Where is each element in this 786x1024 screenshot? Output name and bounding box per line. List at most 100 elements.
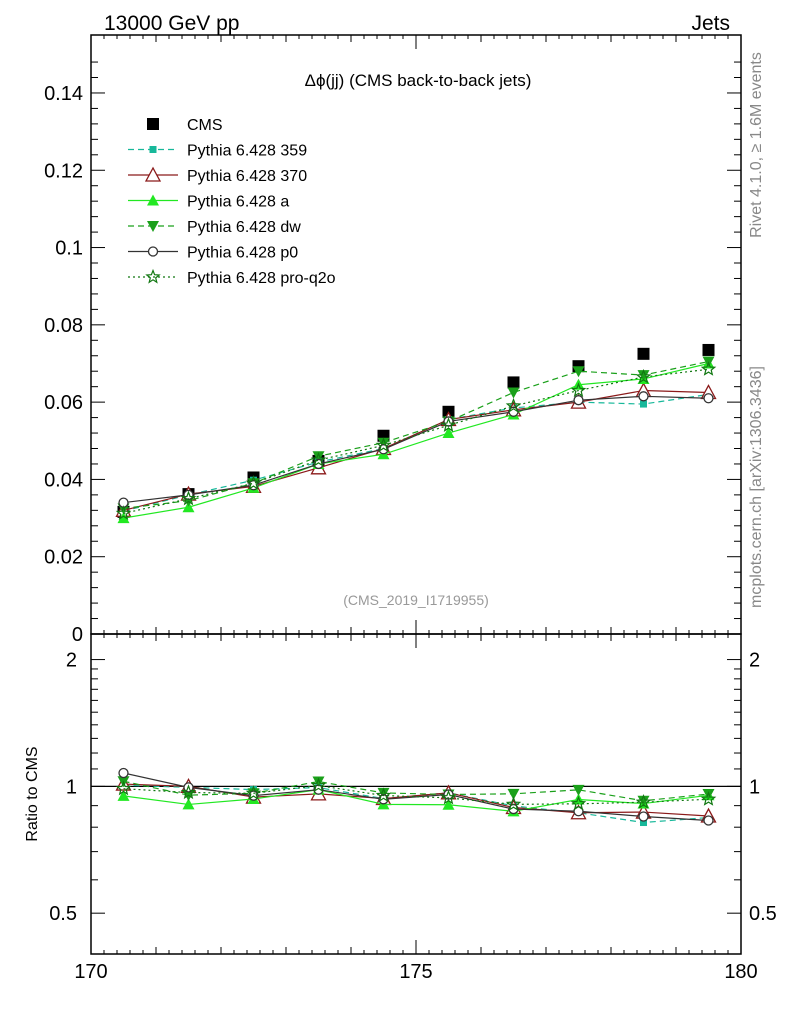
series-5-line xyxy=(123,395,709,504)
ratio-ylabel: Ratio to CMS xyxy=(24,746,41,841)
analysis-id: (CMS_2019_I1719955) xyxy=(343,592,489,608)
x-tick-label: 175 xyxy=(399,961,432,983)
y-tick-label: 0.02 xyxy=(44,547,83,569)
header-energy: 13000 GeV pp xyxy=(104,12,239,35)
series-4-point xyxy=(507,387,520,399)
series-6-ratio-point xyxy=(700,791,717,806)
rivet-label: Rivet 4.1.0, ≥ 1.6M events xyxy=(748,52,765,238)
series-5-ratio-line xyxy=(123,772,709,822)
series-3-point xyxy=(117,512,130,524)
series-3-ratio-point xyxy=(117,789,130,801)
legend-marker-0 xyxy=(147,118,159,130)
series-5-ratio-point xyxy=(638,811,649,822)
series-6-ratio-point xyxy=(115,780,132,796)
series-4-point xyxy=(377,437,390,449)
series-1-line xyxy=(123,393,709,512)
series-3-point xyxy=(182,501,195,513)
series-6-ratio-point xyxy=(375,787,392,803)
ratio-tick-label: 0.5 xyxy=(49,903,77,925)
y-tick-label: 0.12 xyxy=(44,160,83,182)
series-6-ratio-point xyxy=(245,785,262,800)
series-2-line xyxy=(123,389,709,511)
series-6-point xyxy=(245,475,262,490)
series-5-point xyxy=(703,393,714,404)
series-0-point xyxy=(702,343,715,356)
series-4-point xyxy=(637,370,650,382)
series-0-point xyxy=(507,376,520,389)
series-6-point xyxy=(180,490,197,506)
series-3-ratio-point xyxy=(442,798,455,810)
series-5-point xyxy=(313,458,324,470)
series-6-ratio-point xyxy=(440,789,457,805)
series-6-ratio-point xyxy=(570,795,587,811)
legend-label-4: Pythia 6.428 dw xyxy=(187,219,301,236)
series-6-point xyxy=(505,397,522,413)
series-5-ratio-point xyxy=(703,815,714,826)
series-0-point xyxy=(637,347,650,360)
series-4-point xyxy=(572,366,585,378)
series-4-ratio-point xyxy=(507,788,520,800)
ratio-tick-label-right: 1 xyxy=(749,776,760,798)
series-5-point xyxy=(378,444,389,455)
series-5-point xyxy=(573,395,584,406)
x-tick-label: 180 xyxy=(724,961,757,983)
series-6-point xyxy=(570,382,587,398)
series-4-ratio-point xyxy=(377,787,390,799)
legend-label-0: CMS xyxy=(187,117,223,134)
y-tick-label: 0.06 xyxy=(44,392,83,414)
series-6-point xyxy=(635,368,652,384)
legend-label-1: Pythia 6.428 359 xyxy=(187,143,307,160)
series-6-point xyxy=(440,417,457,432)
series-2-ratio-line xyxy=(123,783,709,817)
legend: CMS Pythia 6.428 359 Pythia 6.428 370 Pythi… xyxy=(128,117,336,287)
series-6-point xyxy=(375,437,392,453)
series-4-line xyxy=(123,360,709,509)
legend-marker-1 xyxy=(149,146,157,153)
legend-label-6: Pythia 6.428 pro-q2o xyxy=(187,270,336,287)
series-4-ratio-line xyxy=(123,780,709,802)
series-4-ratio-point xyxy=(637,795,650,807)
series-3-ratio-line xyxy=(123,789,709,812)
series-6-line xyxy=(123,368,709,515)
legend-label-3: Pythia 6.428 a xyxy=(187,194,289,211)
series-4-ratio-point xyxy=(572,784,585,796)
legend-marker-5 xyxy=(147,246,159,257)
series-3-point xyxy=(442,427,455,439)
legend-marker-4 xyxy=(147,221,159,232)
series-4-point xyxy=(312,451,325,463)
main-series xyxy=(115,343,717,524)
ratio-tick-label: 1 xyxy=(66,776,77,798)
y-tick-label: 0.14 xyxy=(44,83,83,105)
series-1-ratio-point xyxy=(640,819,647,827)
series-6-point xyxy=(310,451,327,467)
ratio-tick-label-right: 2 xyxy=(749,650,760,672)
series-6-ratio-point xyxy=(310,777,327,793)
ratio-tick-label: 2 xyxy=(66,650,77,672)
x-tick-label: 170 xyxy=(74,961,107,983)
mcplots-label: mcplots.cern.ch [arXiv:1306.3436] xyxy=(748,366,765,608)
series-4-ratio-point xyxy=(312,776,325,788)
y-tick-label: 0 xyxy=(72,624,83,646)
legend-marker-2 xyxy=(144,166,162,182)
series-6-ratio-point xyxy=(180,784,197,800)
series-6-ratio-point xyxy=(505,796,522,811)
y-tick-label: 0.04 xyxy=(44,469,83,491)
legend-marker-6 xyxy=(145,268,161,284)
chart-title: Δϕ(jj) (CMS back-to-back jets) xyxy=(305,71,532,90)
axes: 170 175 180 0 0.02 0.04 0.06 0.08 0.1 0.12 0.14 0.5… xyxy=(44,35,777,983)
series-1-point xyxy=(640,400,647,408)
legend-marker-3 xyxy=(147,194,159,206)
series-3-line xyxy=(123,362,709,519)
series-6-point xyxy=(700,361,717,376)
legend-label-5: Pythia 6.428 p0 xyxy=(187,245,298,262)
header-category: Jets xyxy=(691,12,730,35)
y-tick-label: 0.1 xyxy=(55,238,83,260)
series-6-point xyxy=(115,505,132,521)
series-6-ratio-point xyxy=(635,794,652,809)
series-3-ratio-point xyxy=(182,798,195,810)
series-4-ratio-point xyxy=(702,788,715,800)
y-tick-label: 0.08 xyxy=(44,315,83,337)
ratio-tick-label-right: 0.5 xyxy=(749,903,777,925)
ratio-series xyxy=(115,767,717,827)
